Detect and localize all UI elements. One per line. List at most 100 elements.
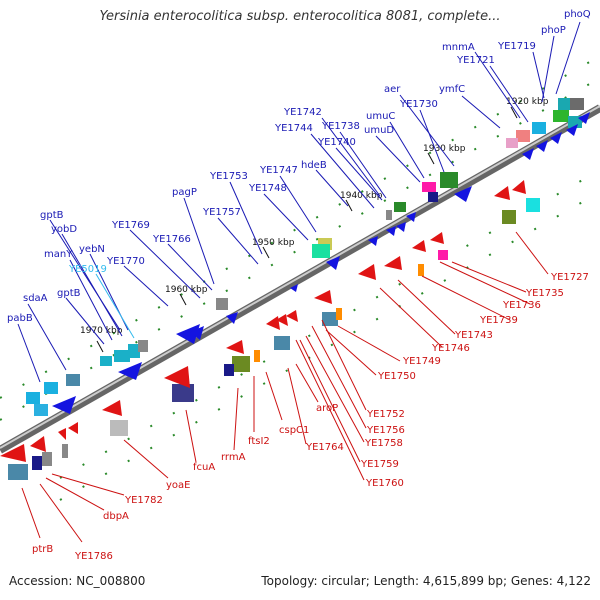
scale-label: 1940 kbp bbox=[340, 191, 383, 201]
feature-block bbox=[502, 210, 516, 224]
feature-block bbox=[138, 340, 148, 352]
feature-block bbox=[506, 138, 518, 148]
gene-label: phoP bbox=[541, 25, 566, 36]
gene-label: YE1756 bbox=[366, 425, 405, 436]
feature-arrow bbox=[396, 222, 406, 232]
gene-label: YE1753 bbox=[209, 171, 248, 182]
topology-text: Topology: circular; Length: 4,615,899 bp… bbox=[261, 574, 591, 588]
feature-block bbox=[100, 356, 112, 366]
gene-label: YE1758 bbox=[364, 438, 403, 449]
gene-label: YE1730 bbox=[399, 99, 438, 110]
scale-ticks bbox=[96, 106, 518, 353]
feature-block bbox=[110, 420, 128, 436]
gene-label: yobD bbox=[51, 224, 77, 235]
feature-arrow bbox=[286, 310, 298, 322]
gene-label: YE1740 bbox=[317, 137, 356, 148]
feature-block bbox=[62, 444, 68, 458]
gene-label: YE1766 bbox=[152, 234, 191, 245]
feature-block bbox=[44, 382, 58, 394]
gene-label: pabB bbox=[7, 313, 33, 324]
gene-label: ymfC bbox=[439, 84, 465, 95]
gene-label: umuC bbox=[366, 111, 395, 122]
feature-block bbox=[438, 250, 448, 260]
feature-arrow bbox=[430, 232, 444, 244]
gene-label: YE1721 bbox=[456, 55, 495, 66]
reverse-leader-lines bbox=[21, 231, 549, 543]
feature-block bbox=[128, 344, 140, 358]
leader-line-highlight bbox=[95, 273, 135, 339]
gene-label: YE1770 bbox=[106, 256, 145, 267]
gene-label: cspC1 bbox=[279, 425, 309, 436]
gene-label: YE1786 bbox=[74, 551, 113, 562]
gene-label: YE1764 bbox=[305, 442, 344, 453]
scale-label: 1920 kbp bbox=[506, 97, 549, 107]
gene-label: YE1759 bbox=[360, 459, 399, 470]
gene-label: ptrB bbox=[32, 544, 53, 555]
feature-block bbox=[570, 98, 584, 110]
gene-label: aer bbox=[384, 84, 401, 95]
feature-block bbox=[428, 192, 438, 202]
feature-arrow bbox=[386, 226, 396, 236]
feature-arrow bbox=[68, 422, 78, 434]
gene-label: gptB bbox=[57, 288, 81, 299]
feature-arrow bbox=[102, 400, 122, 416]
feature-arrow bbox=[226, 340, 244, 354]
feature-arrow bbox=[578, 112, 590, 124]
scale-label: 1930 kbp bbox=[423, 144, 466, 154]
feature-block bbox=[224, 364, 234, 376]
feature-block bbox=[114, 350, 130, 362]
reverse-features bbox=[8, 198, 540, 480]
feature-arrow bbox=[536, 140, 548, 152]
feature-block bbox=[532, 122, 546, 134]
gene-label: YE1747 bbox=[259, 165, 298, 176]
gene-label: YE1760 bbox=[365, 478, 404, 489]
accession-text: Accession: NC_008800 bbox=[9, 574, 146, 588]
feature-arrow bbox=[566, 124, 578, 136]
feature-block bbox=[394, 202, 406, 212]
feature-arrow bbox=[550, 132, 562, 144]
feature-arrow bbox=[58, 428, 66, 440]
map-title: Yersinia enterocolitica subsp. enterocol… bbox=[99, 9, 501, 24]
feature-arrow bbox=[406, 212, 416, 222]
gene-label: YE1752 bbox=[366, 409, 405, 420]
feature-block bbox=[66, 374, 80, 386]
feature-block bbox=[553, 110, 569, 122]
feature-arrow bbox=[314, 290, 332, 304]
feature-arrow bbox=[190, 326, 204, 340]
gene-label: YE1727 bbox=[550, 272, 589, 283]
feature-arrow bbox=[266, 316, 280, 330]
gene-label: YE1782 bbox=[124, 495, 163, 506]
scale-labels: 1920 kbp 1930 kbp 1940 kbp 1950 kbp 1960… bbox=[80, 97, 549, 336]
feature-arrow bbox=[494, 186, 510, 200]
gene-label: YE1739 bbox=[479, 315, 518, 326]
scale-label: 1950 kbp bbox=[252, 238, 295, 248]
feature-arrow bbox=[290, 284, 298, 292]
feature-block bbox=[42, 452, 52, 466]
gene-label: rrmA bbox=[221, 452, 246, 463]
gene-label: manY bbox=[44, 249, 73, 260]
gene-label: YE1719 bbox=[497, 41, 536, 52]
genome-backbone bbox=[0, 104, 600, 454]
gene-label: YE1746 bbox=[431, 343, 470, 354]
feature-block bbox=[26, 392, 40, 404]
feature-block bbox=[32, 456, 42, 470]
feature-block bbox=[322, 312, 338, 326]
gene-label: sdaA bbox=[23, 293, 48, 304]
gene-label: YE1736 bbox=[502, 300, 541, 311]
gene-label: YE1749 bbox=[402, 356, 441, 367]
gene-label: yebN bbox=[79, 244, 105, 255]
feature-arrow bbox=[454, 186, 472, 202]
feature-block bbox=[440, 172, 458, 188]
gene-label: gptB bbox=[40, 210, 64, 221]
feature-arrow bbox=[276, 314, 288, 326]
scale-label: 1960 kbp bbox=[165, 285, 208, 295]
feature-block bbox=[516, 130, 530, 142]
feature-block bbox=[34, 404, 48, 416]
feature-arrow bbox=[52, 396, 76, 414]
reverse-gene-labels: YE1727 YE1735 YE1736 YE1739 YE1743 YE174… bbox=[32, 272, 589, 562]
feature-arrow bbox=[164, 366, 190, 388]
feature-arrow bbox=[30, 436, 46, 452]
gene-label: ftsI2 bbox=[248, 436, 270, 447]
feature-block bbox=[216, 298, 228, 310]
